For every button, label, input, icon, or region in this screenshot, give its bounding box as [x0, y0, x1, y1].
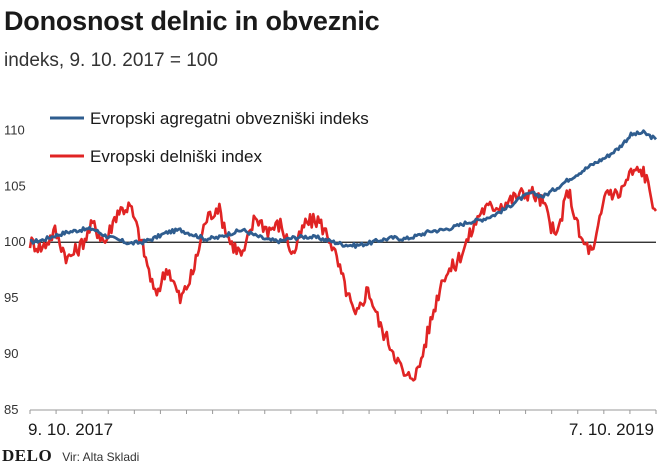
y-tick-label: 110: [4, 122, 25, 137]
footer: DELO Vir: Alta Skladi: [2, 446, 139, 466]
stock-index-line: [28, 165, 658, 382]
x-axis: 9. 10. 2017 7. 10. 2019: [28, 410, 657, 439]
legend-label: Evropski delniški index: [90, 147, 262, 166]
y-tick-label: 90: [4, 346, 18, 361]
y-tick-label: 95: [4, 290, 18, 305]
y-tick-label: 100: [4, 234, 26, 249]
y-tick-label: 105: [4, 178, 26, 193]
legend-label: Evropski agregatni obvezniški indeks: [90, 109, 369, 128]
legend: Evropski agregatni obvezniški indeks Evro…: [50, 109, 369, 166]
source-note: Vir: Alta Skladi: [62, 450, 140, 464]
y-axis: 85 90 95 100 105 110: [4, 122, 26, 417]
line-chart-svg: 85 90 95 100 105 110 Evropski agregatni obvez…: [4, 109, 658, 439]
delo-logo: DELO: [2, 446, 53, 465]
line-chart: 85 90 95 100 105 110 Evropski agregatni obvez…: [0, 88, 660, 439]
page-subtitle: indeks, 9. 10. 2017 = 100: [4, 50, 218, 71]
series-layer: [28, 129, 658, 382]
x-tick-label-end: 7. 10. 2019: [569, 420, 654, 438]
x-tick-label-start: 9. 10. 2017: [28, 420, 113, 438]
bond-index-line: [29, 129, 658, 249]
page-title: Donosnost delnic in obveznic: [4, 6, 380, 36]
y-tick-label: 85: [4, 402, 18, 417]
